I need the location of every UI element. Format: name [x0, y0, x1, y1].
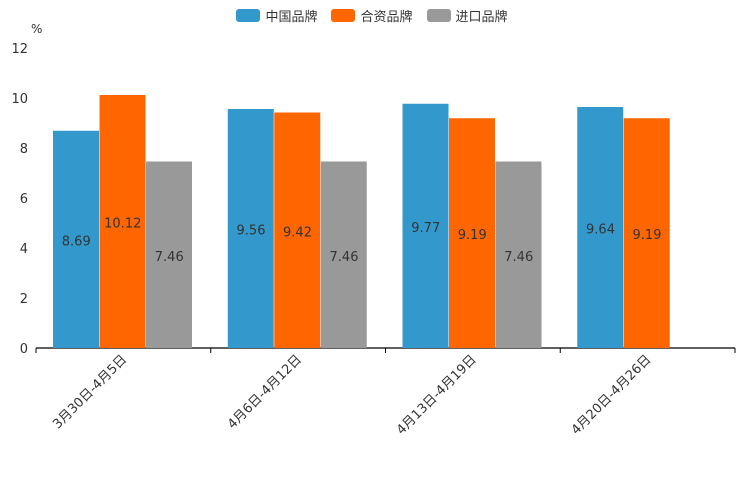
data-label: 9.42	[283, 225, 312, 240]
bar	[274, 112, 321, 348]
legend: 中国品牌 合资品牌 进口品牌	[0, 6, 744, 25]
bar	[53, 130, 99, 348]
data-label: 9.19	[458, 228, 487, 243]
bar	[227, 109, 274, 348]
bar	[577, 107, 624, 348]
bar	[99, 95, 146, 348]
y-tick-label: 6	[20, 192, 28, 207]
data-label: 9.64	[586, 223, 615, 238]
data-label: 9.56	[237, 224, 266, 239]
y-tick-label: 0	[20, 342, 28, 357]
x-tick-label: 4月20日-4月26日	[569, 352, 655, 438]
data-label: 7.46	[504, 250, 533, 265]
y-tick-label: 10	[11, 92, 28, 107]
data-label: 7.46	[330, 250, 359, 265]
legend-item-joint-venture-brand[interactable]: 合资品牌	[331, 6, 413, 25]
data-label: 9.77	[411, 221, 440, 236]
bar	[449, 118, 495, 348]
y-tick-label: 8	[20, 142, 28, 157]
data-label: 10.12	[104, 217, 141, 232]
bar	[495, 161, 542, 348]
y-tick-label: 12	[11, 42, 28, 57]
legend-swatch-imported-brand	[426, 9, 451, 22]
legend-swatch-joint-venture-brand	[331, 9, 356, 22]
bar	[146, 161, 192, 348]
bar	[402, 103, 449, 348]
y-tick-label: 2	[20, 292, 28, 307]
x-tick-label: 4月6日-4月12日	[225, 352, 305, 432]
y-axis-unit: %	[31, 22, 43, 36]
legend-item-imported-brand[interactable]: 进口品牌	[426, 6, 508, 25]
bar	[320, 161, 367, 348]
data-label: 7.46	[155, 250, 184, 265]
bar	[623, 118, 670, 348]
x-tick-label: 4月13日-4月19日	[394, 352, 480, 438]
legend-label-imported-brand: 进口品牌	[455, 10, 508, 25]
data-label: 8.69	[62, 234, 91, 249]
legend-item-china-brand[interactable]: 中国品牌	[236, 6, 317, 25]
y-tick-label: 4	[20, 242, 28, 257]
data-label: 9.19	[633, 228, 662, 243]
legend-label-joint-venture-brand: 合资品牌	[360, 10, 413, 25]
x-tick-label: 3月30日-4月5日	[50, 352, 130, 432]
legend-label-china-brand: 中国品牌	[265, 10, 318, 25]
legend-swatch-china-brand	[236, 9, 261, 22]
